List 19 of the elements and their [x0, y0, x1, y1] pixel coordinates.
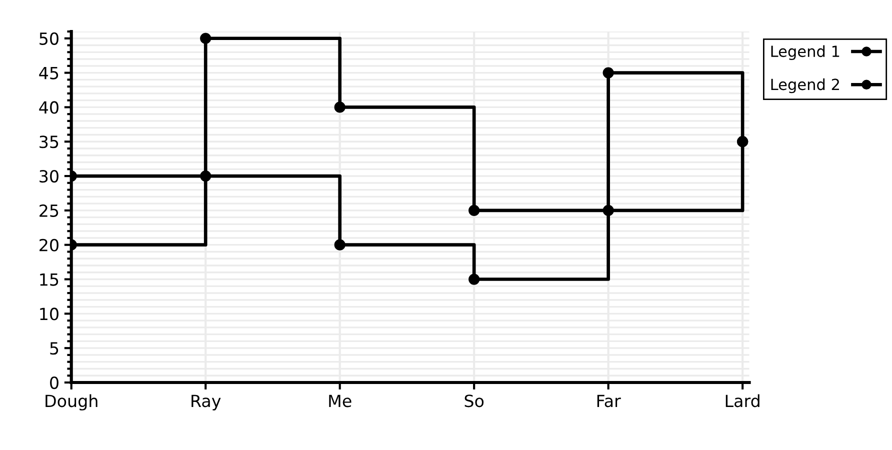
- y-tick-label: 20: [40, 238, 58, 252]
- x-tick-label: Me: [329, 394, 352, 408]
- x-tick-label: Ray: [192, 394, 221, 410]
- x-tick-label: So: [464, 394, 484, 408]
- x-tick-label: Far: [597, 394, 621, 408]
- y-tick-label: 5: [50, 342, 58, 355]
- legend-label: Legend 2: [771, 78, 839, 94]
- y-tick-label: 25: [40, 204, 58, 218]
- y-tick-label: 30: [40, 170, 58, 183]
- x-tick-label: Dough: [46, 394, 98, 410]
- y-tick-label: 40: [39, 101, 58, 114]
- y-tick-label: 0: [50, 376, 58, 390]
- x-tick-label: Lard: [726, 394, 760, 408]
- legend-label: Legend 1: [771, 45, 840, 60]
- y-tick-label: 10: [40, 308, 58, 320]
- y-tick-label: 50: [40, 32, 58, 45]
- y-tick-label: 15: [40, 273, 58, 286]
- y-tick-label: 45: [39, 66, 58, 80]
- y-tick-label: 35: [40, 136, 58, 148]
